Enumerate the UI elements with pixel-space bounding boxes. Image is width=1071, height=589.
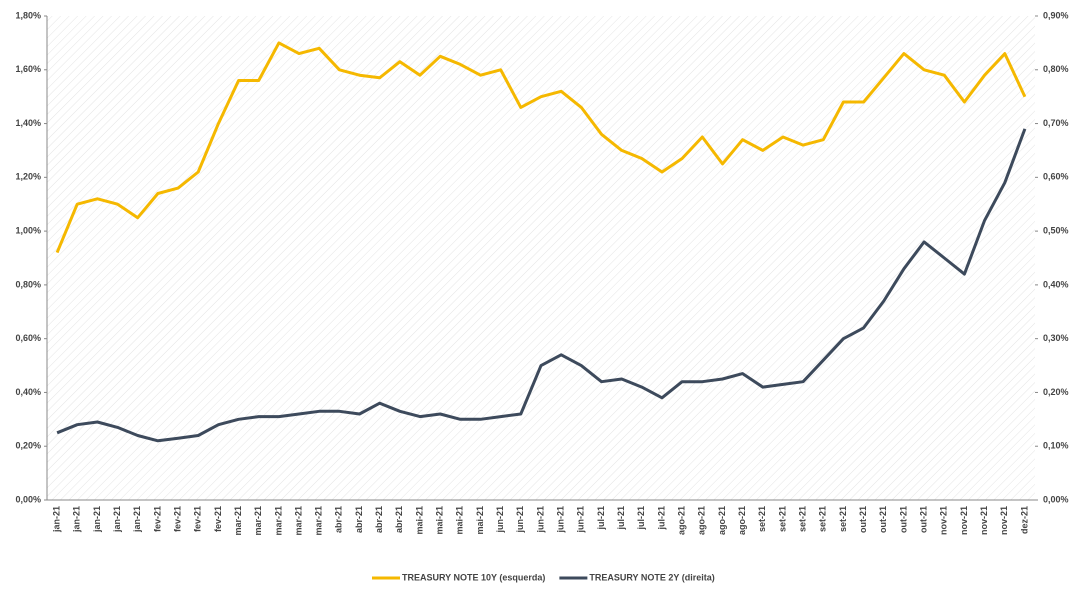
x-tick-label: fev-21 [213, 506, 223, 532]
x-tick-label: jul-21 [636, 506, 646, 531]
x-tick-label: fev-21 [172, 506, 182, 532]
x-tick-label: jul-21 [616, 506, 626, 531]
x-tick-label: mai-21 [455, 506, 465, 535]
x-tick-label: abr-21 [394, 506, 404, 533]
x-tick-label: jun-21 [515, 506, 525, 534]
x-tick-label: jan-21 [72, 506, 82, 533]
plot-area [47, 16, 1035, 500]
x-tick-label: jul-21 [656, 506, 666, 531]
x-tick-label: ago-21 [677, 506, 687, 535]
x-tick-label: mar-21 [314, 506, 324, 536]
x-tick-label: out-21 [858, 506, 868, 533]
x-tick-label: ago-21 [697, 506, 707, 535]
x-tick-label: jun-21 [535, 506, 545, 534]
y2-tick-label: 0,00% [1043, 494, 1069, 504]
y-tick-label: 0,40% [15, 387, 41, 397]
x-tick-label: set-21 [838, 506, 848, 532]
x-tick-label: fev-21 [152, 506, 162, 532]
y-tick-label: 0,00% [15, 494, 41, 504]
series-line [55, 41, 1027, 254]
y2-tick-label: 0,10% [1043, 441, 1069, 451]
x-tick-label: abr-21 [354, 506, 364, 533]
x-tick-label: abr-21 [334, 506, 344, 533]
x-tick-label: set-21 [818, 506, 828, 532]
x-tick-label: jul-21 [596, 506, 606, 531]
y-tick-label: 1,00% [15, 225, 41, 235]
x-tick-label: mai-21 [414, 506, 424, 535]
x-tick-label: mar-21 [273, 506, 283, 536]
x-tick-label: fev-21 [193, 506, 203, 532]
x-tick-label: mai-21 [475, 506, 485, 535]
y-tick-label: 0,60% [15, 333, 41, 343]
y-tick-label: 1,60% [15, 64, 41, 74]
x-tick-label: nov-21 [979, 506, 989, 535]
x-tick-label: jun-21 [556, 506, 566, 534]
y2-tick-label: 0,40% [1043, 279, 1069, 289]
x-tick-label: out-21 [898, 506, 908, 533]
y2-tick-label: 0,70% [1043, 118, 1069, 128]
x-tick-label: set-21 [777, 506, 787, 532]
y-tick-label: 1,80% [15, 10, 41, 20]
x-tick-label: out-21 [918, 506, 928, 533]
y2-tick-label: 0,60% [1043, 172, 1069, 182]
x-tick-label: mai-21 [435, 506, 445, 535]
x-tick-label: jan-21 [92, 506, 102, 533]
y2-tick-label: 0,20% [1043, 387, 1069, 397]
y2-tick-label: 0,30% [1043, 333, 1069, 343]
x-tick-label: jan-21 [132, 506, 142, 533]
legend-label: TREASURY NOTE 2Y (direita) [589, 572, 714, 582]
x-tick-label: jun-21 [495, 506, 505, 534]
x-tick-label: nov-21 [939, 506, 949, 535]
series-line [56, 128, 1027, 443]
x-tick-label: mar-21 [293, 506, 303, 536]
x-tick-label: jan-21 [112, 506, 122, 533]
y-tick-label: 0,80% [15, 279, 41, 289]
y-tick-label: 1,40% [15, 118, 41, 128]
x-tick-label: dez-21 [1019, 506, 1029, 534]
x-tick-label: out-21 [878, 506, 888, 533]
x-tick-label: set-21 [797, 506, 807, 532]
x-tick-label: nov-21 [999, 506, 1009, 535]
x-tick-label: abr-21 [374, 506, 384, 533]
x-tick-label: set-21 [757, 506, 767, 532]
y2-tick-label: 0,80% [1043, 64, 1069, 74]
x-tick-label: nov-21 [959, 506, 969, 535]
x-tick-label: ago-21 [717, 506, 727, 535]
x-tick-label: jun-21 [576, 506, 586, 534]
x-tick-label: mar-21 [233, 506, 243, 536]
y2-tick-label: 0,50% [1043, 225, 1069, 235]
y-tick-label: 1,20% [15, 172, 41, 182]
y-tick-label: 0,20% [15, 441, 41, 451]
legend-label: TREASURY NOTE 10Y (esquerda) [402, 572, 545, 582]
y2-tick-label: 0,90% [1043, 10, 1069, 20]
x-tick-label: jan-21 [51, 506, 61, 533]
x-tick-label: mar-21 [253, 506, 263, 536]
x-tick-label: ago-21 [737, 506, 747, 535]
